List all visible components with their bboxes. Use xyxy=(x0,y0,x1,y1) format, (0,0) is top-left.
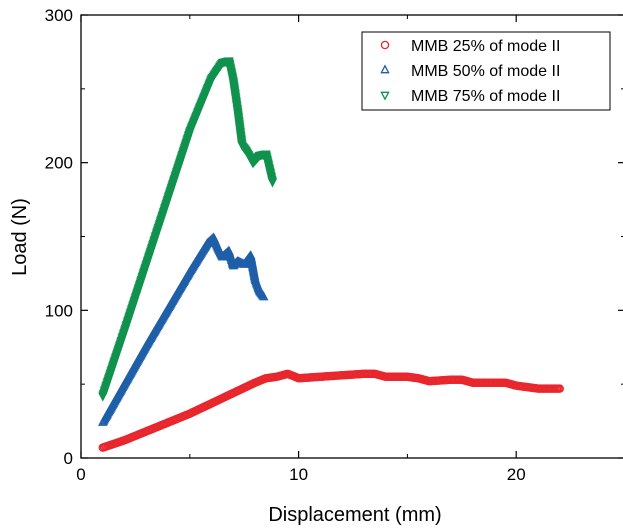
y-tick-label: 200 xyxy=(45,154,73,173)
x-axis: 0 10 20 xyxy=(76,15,526,484)
y-axis-title: Load (N) xyxy=(9,198,31,276)
y-tick-label: 300 xyxy=(45,6,73,25)
x-tick-label: 20 xyxy=(507,465,526,484)
y-tick-label: 100 xyxy=(45,301,73,320)
series-mmb-50-of-mode-ii xyxy=(98,232,269,426)
legend-marker xyxy=(380,40,390,50)
legend-label: MMB 50% of mode II xyxy=(411,63,560,80)
legend: MMB 25% of mode II MMB 50% of mode II MMB … xyxy=(361,31,611,111)
legend-label: MMB 25% of mode II xyxy=(411,38,560,55)
legend-entry: MMB 50% of mode II xyxy=(380,63,560,80)
y-axis: 0 100 200 300 xyxy=(45,6,623,468)
y-tick-label: 0 xyxy=(64,449,73,468)
data-point xyxy=(259,291,269,301)
legend-marker xyxy=(380,91,390,101)
data-point xyxy=(267,178,278,188)
data-point xyxy=(555,384,564,393)
legend-box xyxy=(361,31,611,111)
x-axis-title: Displacement (mm) xyxy=(268,504,441,526)
x-tick-label: 10 xyxy=(289,465,308,484)
legend-label: MMB 75% of mode II xyxy=(411,88,560,105)
series-mmb-25-of-mode-ii xyxy=(98,369,564,452)
series-mmb-75-of-mode-ii xyxy=(98,57,278,402)
legend-entry: MMB 75% of mode II xyxy=(380,88,560,105)
x-tick-label: 0 xyxy=(76,465,85,484)
legend-entry: MMB 25% of mode II xyxy=(380,38,560,55)
legend-marker xyxy=(380,64,390,74)
plot-area xyxy=(98,57,564,452)
